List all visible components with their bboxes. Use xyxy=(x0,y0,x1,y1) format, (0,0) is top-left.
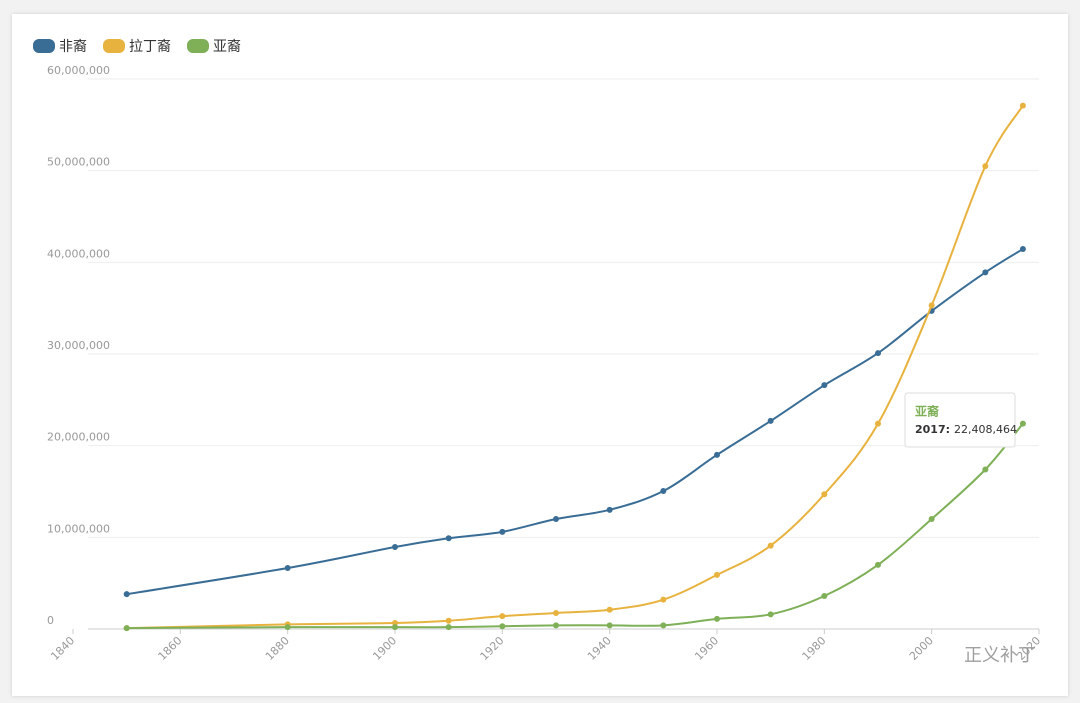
data-point xyxy=(1019,246,1026,253)
x-tick-label: 1840 xyxy=(48,634,77,663)
x-tick-label: 1880 xyxy=(263,634,292,663)
y-tick-label: 40,000,000 xyxy=(47,247,110,260)
data-point xyxy=(660,488,667,495)
x-tick-label: 1860 xyxy=(156,634,185,663)
data-point xyxy=(1019,102,1026,109)
legend-label: 亚裔 xyxy=(213,38,241,55)
data-point xyxy=(660,596,667,603)
x-tick-label: 1960 xyxy=(692,634,721,663)
data-point xyxy=(392,624,398,631)
y-tick-label: 50,000,000 xyxy=(47,156,110,169)
data-point xyxy=(499,528,506,535)
series-line xyxy=(126,422,1024,630)
data-point xyxy=(928,302,935,309)
data-point xyxy=(875,420,881,427)
data-point xyxy=(714,451,720,458)
data-point xyxy=(606,606,613,613)
tooltip: 亚裔 2017: 22,408,464 xyxy=(904,392,1017,448)
y-tick-label: 10,000,000 xyxy=(47,522,110,535)
y-tick-label: 0 xyxy=(47,614,54,627)
data-point xyxy=(660,622,667,629)
data-point xyxy=(392,620,398,627)
x-tick-label: 1900 xyxy=(370,634,399,663)
data-point xyxy=(606,506,613,513)
data-point xyxy=(767,417,774,424)
data-point xyxy=(553,516,559,522)
data-point xyxy=(445,535,452,542)
legend-label: 非裔 xyxy=(59,38,87,55)
data-point xyxy=(553,609,559,616)
x-tick-label: 1920 xyxy=(478,634,507,663)
data-point xyxy=(284,624,291,631)
watermark: 正义补丁 xyxy=(964,645,1036,666)
tooltip-x: 2017: xyxy=(915,423,950,436)
data-point xyxy=(714,615,720,622)
data-point xyxy=(445,624,452,631)
data-point xyxy=(553,622,559,629)
x-tick-label: 1940 xyxy=(585,634,614,663)
y-tick-label: 60,000,000 xyxy=(47,64,110,77)
legend-swatch xyxy=(103,39,125,53)
tooltip-value: 22,408,464 xyxy=(954,423,1017,436)
tooltip-title: 亚裔 xyxy=(915,404,939,419)
y-tick-label: 30,000,000 xyxy=(47,339,110,352)
data-point xyxy=(123,625,130,632)
x-tick-label: 1980 xyxy=(800,634,829,663)
chart-card xyxy=(12,14,1068,696)
tooltip-box xyxy=(904,392,1016,448)
x-tick-label: 2000 xyxy=(907,634,936,663)
legend-swatch xyxy=(33,39,55,53)
legend-label: 拉丁裔 xyxy=(129,38,171,55)
series-line xyxy=(126,248,1024,596)
data-point xyxy=(875,350,881,357)
data-point xyxy=(123,591,130,598)
data-point xyxy=(767,611,774,618)
data-point xyxy=(392,543,398,550)
data-point xyxy=(982,163,989,170)
data-point xyxy=(982,269,989,276)
data-point xyxy=(928,516,935,522)
data-point xyxy=(767,542,774,549)
legend-swatch xyxy=(187,39,209,53)
data-point xyxy=(284,565,291,572)
data-point xyxy=(445,617,452,624)
data-point xyxy=(499,623,506,630)
y-tick-label: 20,000,000 xyxy=(47,431,110,444)
data-point xyxy=(1019,420,1026,427)
data-point xyxy=(821,593,828,599)
data-point xyxy=(821,491,828,498)
series-line xyxy=(126,105,1024,630)
data-point xyxy=(499,613,506,620)
data-point xyxy=(821,382,828,389)
data-point xyxy=(875,561,881,568)
data-point xyxy=(606,622,613,629)
data-point xyxy=(714,571,720,578)
data-point xyxy=(982,466,989,473)
